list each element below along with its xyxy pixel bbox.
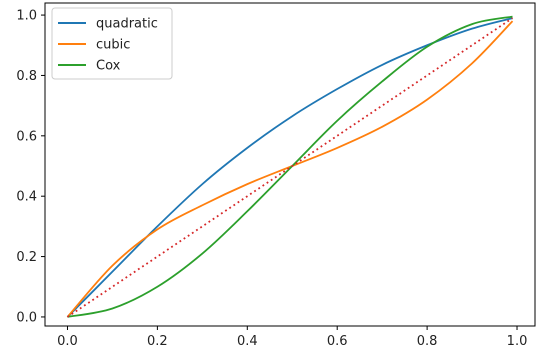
y-tick-label: 1.0 bbox=[16, 9, 37, 24]
y-tick-label: 0.4 bbox=[16, 190, 37, 205]
legend-box bbox=[51, 7, 173, 80]
legend-label-cubic: cubic bbox=[96, 38, 130, 53]
legend: quadratic cubic Cox bbox=[51, 7, 173, 80]
x-tick-label: 0.0 bbox=[57, 334, 78, 349]
x-axis: 0.0 0.2 0.4 0.6 0.8 1.0 bbox=[57, 326, 527, 349]
y-tick-label: 0.8 bbox=[16, 69, 37, 84]
axes-frame bbox=[44, 2, 536, 327]
x-tick-label: 0.8 bbox=[417, 334, 438, 349]
y-tick-label: 0.6 bbox=[16, 129, 37, 144]
y-tick-label: 0.0 bbox=[16, 310, 37, 325]
x-tick-label: 0.4 bbox=[237, 334, 258, 349]
reference-dotted-series-line bbox=[66, 17, 514, 318]
legend-label-cox: Cox bbox=[96, 59, 121, 74]
x-tick-label: 0.2 bbox=[147, 334, 168, 349]
y-tick-label: 0.2 bbox=[16, 250, 37, 265]
legend-label-quadratic: quadratic bbox=[96, 17, 158, 32]
x-tick-label: 0.6 bbox=[327, 334, 348, 349]
x-tick-label: 1.0 bbox=[507, 334, 528, 349]
y-axis: 0.0 0.2 0.4 0.6 0.8 1.0 bbox=[16, 9, 45, 325]
series-layer bbox=[66, 15, 514, 318]
